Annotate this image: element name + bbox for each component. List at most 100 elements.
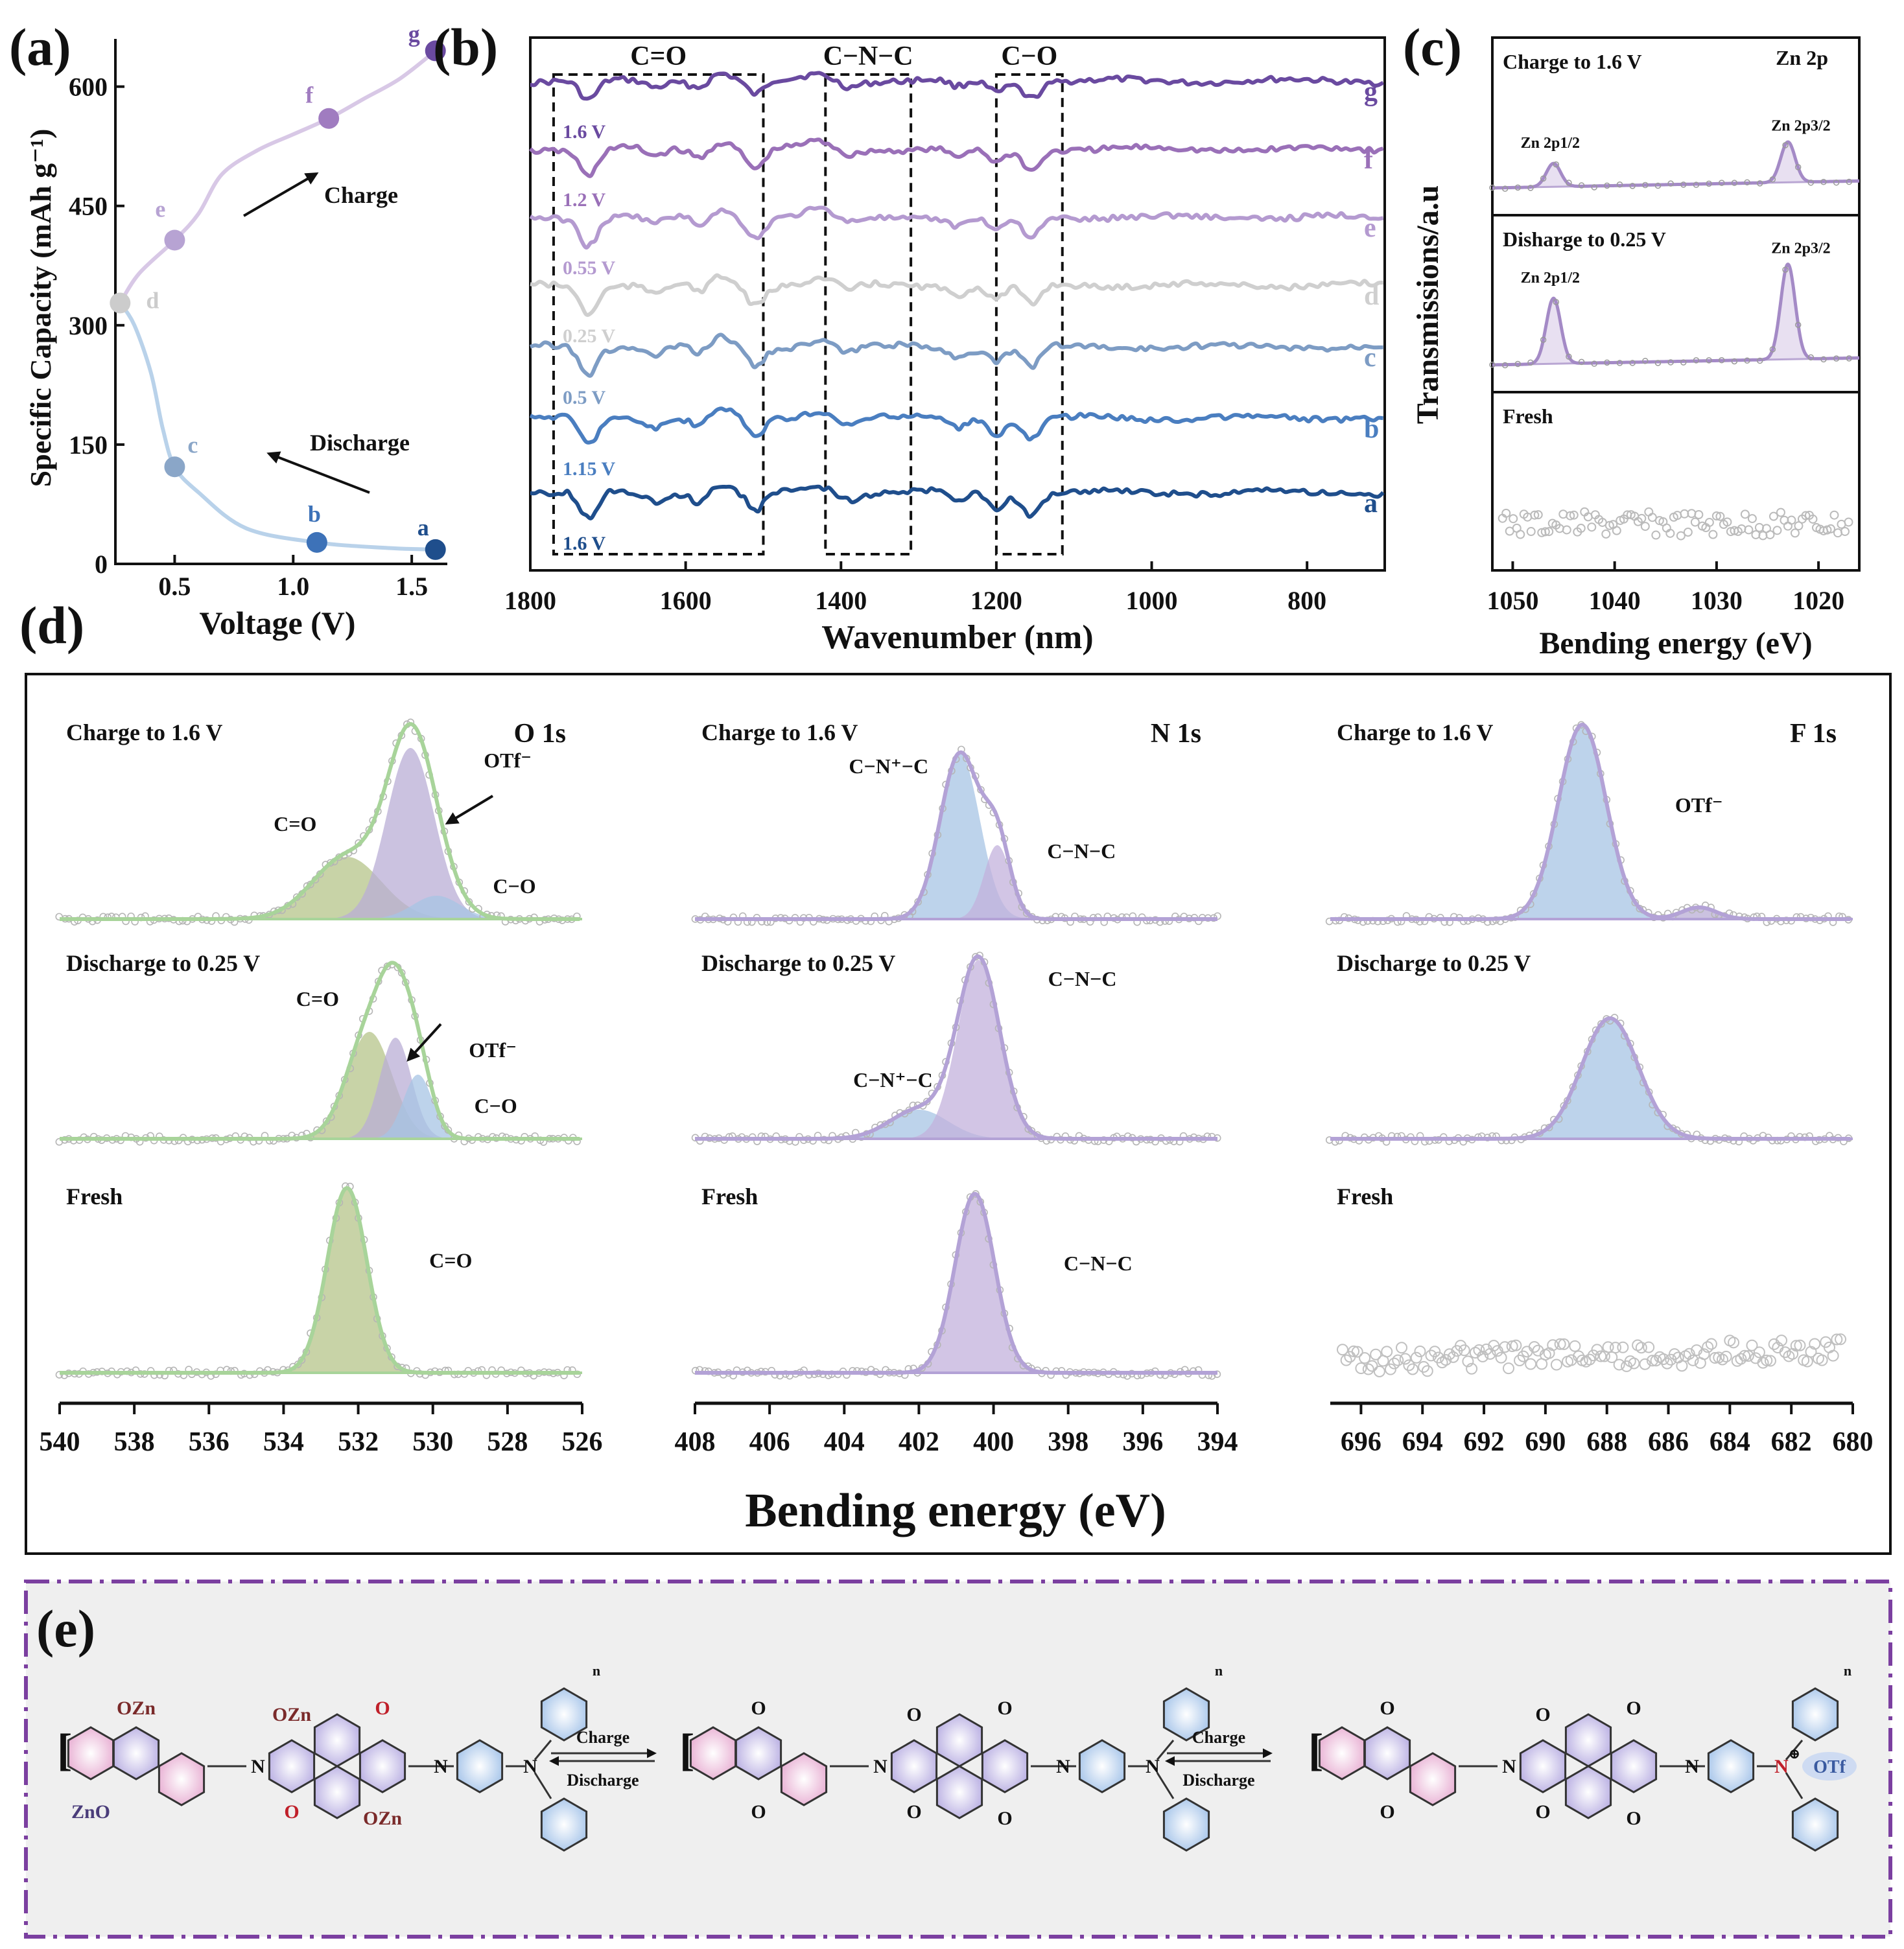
zn-data-point <box>1501 362 1509 369</box>
series-voltage-d: 0.25 V <box>563 325 615 347</box>
ring <box>158 1752 206 1806</box>
zn-data-point <box>1667 359 1674 366</box>
monomer-oxidized: [N N Nn O O O O O O ⊕ OTf <box>1308 1663 1857 1852</box>
zn-data-point <box>1616 360 1623 366</box>
zn-data-point <box>1591 184 1597 191</box>
panel-c: (c) Charge to 1.6 V Zn 2p1/2 Zn 2p3/2 Disha… <box>1403 18 1861 660</box>
fresh-data-point <box>1740 509 1750 519</box>
zn-data-point <box>1566 180 1572 186</box>
ring <box>456 1739 504 1793</box>
fresh-data-point <box>1348 1345 1360 1357</box>
fresh-data-point <box>1410 1351 1422 1364</box>
fresh-data-point <box>1676 531 1686 541</box>
x-tick-label: 404 <box>824 1427 865 1457</box>
fresh-data-point <box>1787 515 1796 525</box>
zn-fill <box>1492 264 1859 365</box>
zn-data-point <box>1540 175 1547 182</box>
point-label-e: e <box>155 196 165 222</box>
x-tick-label: 396 <box>1122 1427 1163 1457</box>
fresh-data-point <box>1635 1342 1647 1354</box>
zn-data-point <box>1756 180 1763 187</box>
atom-label: ZnO <box>71 1801 110 1823</box>
zn-data-point <box>1629 360 1636 366</box>
fresh-data-point <box>1473 1344 1485 1357</box>
zn-data-point <box>1846 355 1853 362</box>
atom-label: N <box>1685 1756 1699 1777</box>
series-label-c: c <box>1364 343 1376 373</box>
fresh-data-point <box>1491 1345 1503 1357</box>
x-tick-label: 1020 <box>1792 586 1844 615</box>
x-tick-label: 1.5 <box>395 572 428 601</box>
fresh-data-point <box>1612 526 1621 535</box>
fresh-data-point <box>1407 1363 1419 1375</box>
series-label-a: a <box>1364 489 1378 519</box>
element-label: N 1s <box>1151 719 1201 749</box>
atom-label: O <box>375 1698 390 1719</box>
fresh-data-point <box>1772 526 1782 535</box>
zn-data-point <box>1731 358 1738 365</box>
atom-label: N <box>1774 1756 1789 1777</box>
x-tick-label: 680 <box>1833 1427 1874 1457</box>
component-fill <box>60 1188 580 1373</box>
bond <box>1156 1772 1175 1799</box>
fresh-data-point <box>1709 1352 1721 1364</box>
panel-e: (e) [N N Nn OZn ZnO OZn OZn O O [N N Nn O O O O O O [N N Nn O… <box>24 1580 1892 1939</box>
panel-a-points: a b c d e f g <box>110 21 446 560</box>
fresh-data-point <box>1768 1338 1780 1350</box>
x-tick-label: 400 <box>973 1427 1014 1457</box>
fresh-data-point <box>1702 1341 1714 1353</box>
zn-data-point <box>1744 179 1750 186</box>
fresh-data-point <box>1530 510 1540 520</box>
fresh-data-point <box>1458 1344 1470 1357</box>
fresh-data-point <box>1827 1349 1839 1362</box>
fresh-data-point <box>1569 1340 1581 1352</box>
fresh-data-point <box>1809 1338 1821 1350</box>
zn-data-point <box>1706 357 1712 364</box>
panel-b: (b) C=O C−N−C C−O g 1.6 V f 1.2 V e 0.55 V d 0.25… <box>433 18 1386 656</box>
fresh-data-point <box>1602 1341 1614 1353</box>
fresh-data-point <box>1761 1354 1773 1366</box>
zn-data-point <box>1794 164 1802 170</box>
row-title: Charge to 1.6 V <box>1337 719 1493 745</box>
x-tick-label: 682 <box>1771 1427 1812 1457</box>
fresh-data-point <box>1370 1348 1382 1360</box>
fresh-data-point <box>1509 514 1518 524</box>
fresh-data-point <box>1336 1344 1348 1356</box>
fresh-data-point <box>1414 1346 1426 1358</box>
charge-annotation: Charge <box>324 182 398 208</box>
fresh-data-point <box>1609 1342 1621 1354</box>
fresh-data-point <box>1516 530 1525 539</box>
series-label-g: g <box>1364 77 1378 107</box>
zn-data-point <box>1756 357 1763 364</box>
fresh-data-point <box>1421 1365 1433 1377</box>
fresh-data-point <box>1528 1341 1540 1353</box>
zn-data-point <box>1540 336 1547 344</box>
atom-label: N <box>1502 1756 1516 1777</box>
zn-data-point <box>1782 266 1789 273</box>
x-tick-label: 1200 <box>970 586 1022 615</box>
xps-envelope <box>60 721 580 921</box>
point-label-b: b <box>308 501 321 527</box>
bond <box>1785 1772 1804 1799</box>
component-fill <box>1330 1018 1851 1139</box>
fresh-data-point <box>1715 511 1725 521</box>
zn-data-point <box>1566 353 1572 360</box>
atom-label: N <box>873 1756 887 1777</box>
fresh-data-point <box>1425 1349 1437 1362</box>
series-line-b <box>529 406 1383 445</box>
panel-a-ylabel: Specific Capacity (mAh g⁻¹) <box>24 129 57 487</box>
point-label-c: c <box>187 432 198 458</box>
monomer-reduced: [N N Nn OZn ZnO OZn OZn O O <box>57 1663 600 1852</box>
atom-label: O <box>997 1808 1012 1829</box>
fresh-data-point <box>1844 517 1853 527</box>
fresh-data-point <box>1794 521 1804 531</box>
fresh-data-point <box>1829 510 1839 520</box>
x-tick-label: 690 <box>1525 1427 1566 1457</box>
component-label: C−O <box>493 874 535 898</box>
component-label: C−N−C <box>1064 1252 1133 1275</box>
row-title: Fresh <box>701 1184 758 1209</box>
fresh-data-point <box>1340 1354 1352 1366</box>
panel-c-xlabel: Bending energy (eV) <box>1539 626 1812 660</box>
arrow-bottom-label: Discharge <box>567 1771 639 1790</box>
y-tick-label: 150 <box>69 430 108 460</box>
